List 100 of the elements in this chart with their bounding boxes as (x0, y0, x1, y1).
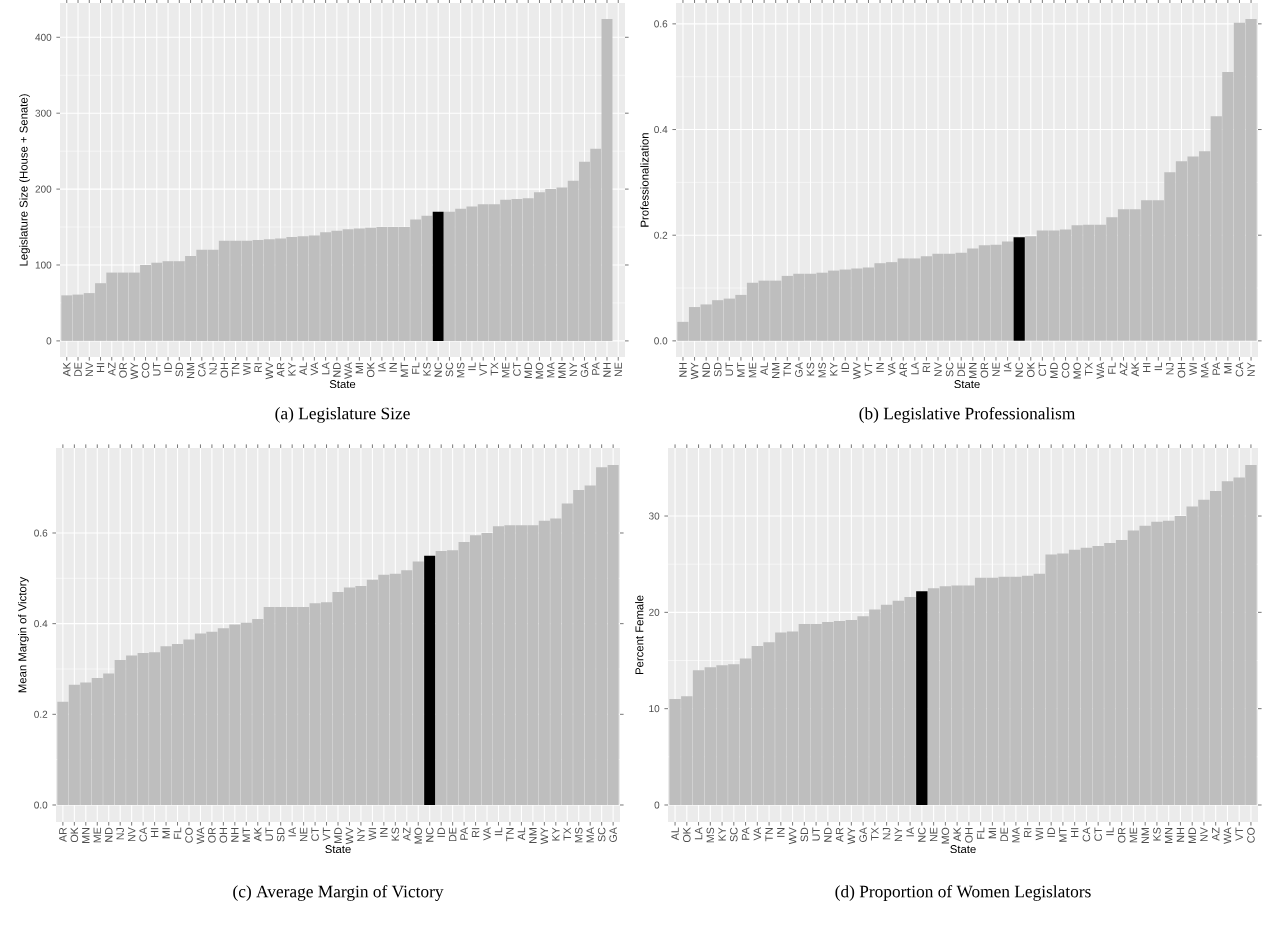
x-tick-label: MO (941, 827, 950, 844)
x-tick-label: RI (471, 828, 480, 837)
x-tick-label: AL (517, 827, 526, 841)
x-tick-label: PA (1212, 362, 1220, 375)
x-tick-label: MO (414, 827, 423, 844)
x-tick-label: WI (1189, 363, 1197, 376)
y-tick-label: 20 (649, 608, 660, 616)
x-tick-label: CA (198, 362, 206, 377)
y-tick-label: 0.6 (34, 529, 48, 537)
x-tick-label: IL (468, 362, 476, 371)
x-tick-label: MA (1201, 362, 1209, 378)
x-tick-label: MT (242, 827, 250, 842)
y-tick-label: 0 (654, 801, 660, 809)
x-tick-label: WI (1035, 828, 1044, 841)
x-tick-label: ME (1129, 827, 1138, 843)
y-axis-title: Legislature Size (House + Senate) (19, 94, 30, 266)
x-tick-label: MO (1073, 362, 1081, 379)
x-tick-label: AK (63, 362, 71, 377)
x-tick-label: GA (795, 362, 803, 378)
x-tick-label: TX (871, 827, 879, 841)
bar (424, 555, 436, 805)
y-tick-label: 200 (35, 185, 52, 193)
x-tick-label: ND (333, 362, 341, 377)
x-tick-label: CT (1038, 362, 1047, 376)
x-tick-label: NY (894, 827, 903, 842)
x-tick-label: CT (1094, 827, 1102, 841)
x-tick-label: WV (788, 827, 797, 845)
x-tick-label: KY (718, 827, 726, 841)
x-tick-label: TN (231, 363, 240, 377)
x-tick-label: DE (1000, 827, 1008, 842)
x-tick-label: GA (859, 827, 867, 843)
x-tick-label: AZ (1212, 827, 1220, 841)
x-tick-label: CO (141, 362, 150, 378)
x-tick-label: NH (603, 363, 611, 377)
x-tick-label: WY (130, 362, 138, 380)
x-tick-label: ME (93, 827, 101, 843)
x-tick-label: AR (899, 362, 907, 377)
x-tick-label: DE (74, 362, 82, 377)
x-tick-label: CO (1061, 362, 1070, 378)
x-tick-label: AR (276, 362, 285, 377)
x-tick-label: MS (818, 362, 826, 378)
x-tick-label: AL (671, 827, 679, 841)
y-tick-label: 10 (649, 705, 660, 713)
x-tick-label: AR (59, 827, 67, 842)
y-tick-label: 400 (35, 33, 52, 41)
x-tick-label: AK (953, 827, 961, 842)
y-tick-label: 0.4 (654, 125, 668, 134)
x-tick-label: VT (864, 362, 873, 376)
x-tick-label: IL (494, 827, 503, 836)
x-tick-label: MI (988, 828, 997, 839)
x-tick-label: NV (85, 362, 93, 377)
x-tick-label: SC (730, 827, 738, 842)
x-tick-label: VA (887, 362, 896, 376)
x-tick-label: LA (321, 362, 330, 375)
x-tick-label: NE (614, 362, 622, 377)
x-tick-label: MN (82, 828, 90, 843)
x-tick-label: MD (1188, 827, 1196, 843)
x-tick-label: WA (1096, 362, 1104, 379)
x-tick-label: IN (380, 828, 388, 837)
x-tick-label: AZ (1119, 362, 1128, 376)
x-tick-label: UT (725, 362, 734, 376)
bar (916, 591, 928, 805)
x-tick-label: AL (760, 362, 768, 376)
x-tick-label: HI (1070, 828, 1079, 837)
x-tick-label: WV (345, 827, 354, 845)
x-tick-label: AK (254, 827, 262, 842)
x-tick-label: NC (434, 362, 442, 377)
x-tick-label: GA (580, 362, 589, 378)
x-tick-label: RI (922, 363, 931, 372)
text: (c) Average Margin of Victory (233, 885, 444, 901)
x-tick-label: CT (311, 827, 319, 841)
x-tick-label: ND (105, 827, 113, 842)
x-tick-label: WY (540, 827, 549, 845)
x-tick-label: MT (737, 362, 745, 377)
x-tick-label: NH (231, 828, 239, 842)
x-tick-label: KS (423, 362, 431, 376)
x-tick-label: MN (969, 363, 977, 378)
x-tick-label: NC (918, 827, 926, 842)
y-axis-title: Professionalization (640, 133, 649, 227)
x-tick-label: IL (1106, 827, 1114, 836)
x-tick-label: AZ (108, 362, 116, 376)
x-tick-label: SD (175, 362, 184, 377)
x-tick-label: WV (853, 362, 861, 380)
x-tick-label: RI (254, 363, 262, 372)
x-tick-label: HI (96, 363, 105, 372)
x-tick-label: NV (1200, 827, 1208, 842)
x-tick-label: KS (1153, 827, 1161, 841)
x-tick-label: OH (220, 363, 229, 378)
x-tick-label: KY (830, 362, 838, 376)
x-tick-label: ND (824, 827, 832, 842)
x-tick-label: KS (806, 362, 815, 376)
x-tick-label: MD (1050, 362, 1058, 378)
x-tick-label: MS (456, 362, 465, 378)
x-tick-label: VA (310, 362, 319, 376)
x-tick-label: CO (1247, 827, 1255, 843)
x-tick-label: OK (683, 827, 691, 843)
x-tick-label: NM (529, 828, 537, 843)
x-tick-label: MN (1165, 828, 1173, 843)
x-tick-label: MI (1224, 363, 1232, 374)
x-tick-label: NY (1247, 362, 1255, 377)
